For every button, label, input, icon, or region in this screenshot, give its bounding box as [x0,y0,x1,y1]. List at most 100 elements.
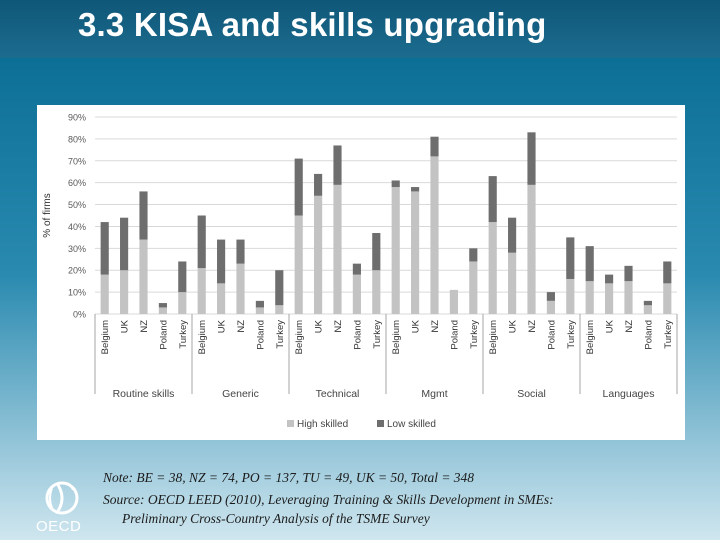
y-tick-label: 90% [68,113,86,123]
bar-high-skilled [546,300,555,314]
note-sample-sizes: Note: BE = 38, NZ = 74, PO = 137, TU = 4… [103,470,475,485]
y-tick-label: 60% [68,178,86,188]
bar-low-skilled [469,248,478,262]
bar-low-skilled [352,263,361,275]
bar-low-skilled [255,300,264,308]
x-tick-label: Belgium [100,320,111,354]
group-label: Mgmt [421,388,447,400]
legend-label: High skilled [297,419,348,430]
bar-low-skilled [158,303,167,308]
x-tick-label: Belgium [391,320,402,354]
bar-low-skilled [372,233,381,271]
bar-high-skilled [139,239,148,314]
x-tick-label: NZ [139,320,150,333]
bar-high-skilled [391,187,400,314]
bar-high-skilled [449,289,458,314]
bar-high-skilled [469,261,478,314]
bar-high-skilled [352,274,361,314]
y-tick-label: 0% [73,310,86,320]
bar-high-skilled [197,268,206,314]
x-tick-label: Belgium [585,320,596,354]
bar-low-skilled [527,132,536,185]
chart-panel: 0% 10% 20% 30% 40% 50% 60% 70% 80% 90% % of firms B… [37,105,685,440]
bar-high-skilled [120,270,129,314]
bar-high-skilled [430,156,439,314]
y-tick-label: 40% [68,222,86,232]
stacked-bar-chart: 0% 10% 20% 30% 40% 50% 60% 70% 80% 90% % of firms B… [42,113,678,430]
x-tick-label: UK [314,319,325,333]
bar-low-skilled [217,239,226,284]
bar-low-skilled [294,158,303,216]
bar-low-skilled [585,246,594,282]
oecd-logo-text: OECD [36,518,82,535]
x-tick-label: UK [411,319,422,333]
x-tick-label: Belgium [294,320,305,354]
bar-low-skilled [275,270,284,306]
x-tick-label: Turkey [566,320,577,349]
group-label: Routine skills [113,388,175,400]
bar-high-skilled [158,307,167,314]
bar-low-skilled [546,292,555,301]
bar-low-skilled [391,180,400,188]
x-tick-label: Poland [352,320,363,350]
bar-high-skilled [333,184,342,314]
y-tick-label: 30% [68,244,86,254]
bar-high-skilled [372,270,381,314]
bar-high-skilled [100,274,109,314]
note-source-continued: Preliminary Cross-Country Analysis of th… [122,511,430,526]
group-label: Social [517,388,546,400]
bar-low-skilled [430,136,439,157]
x-tick-label: NZ [624,320,635,333]
bar-low-skilled [314,173,323,196]
bar-high-skilled [527,184,536,314]
x-tick-label: NZ [236,320,247,333]
bar-low-skilled [508,217,517,253]
legend-label: Low skilled [387,419,436,430]
y-tick-label: 50% [68,200,86,210]
x-tick-label: Turkey [469,320,480,349]
x-tick-label: UK [217,319,228,333]
slide-title: 3.3 KISA and skills upgrading [78,6,547,43]
x-tick-label: Turkey [372,320,383,349]
bar-low-skilled [139,191,148,240]
x-tick-label: NZ [527,320,538,333]
bar-high-skilled [255,307,264,314]
x-tick-label: Poland [546,320,557,350]
x-tick-label: UK [508,319,519,333]
bar-low-skilled [411,187,420,192]
bar-low-skilled [236,239,245,264]
bar-high-skilled [217,283,226,314]
bar-high-skilled [294,215,303,314]
bar-low-skilled [197,215,206,269]
bar-low-skilled [566,237,575,279]
bar-high-skilled [566,278,575,314]
y-tick-label: 20% [68,266,86,276]
title-bar: 3.3 KISA and skills upgrading [0,0,720,58]
bar-high-skilled [585,281,594,314]
x-tick-label: Poland [643,320,654,350]
y-tick-label: 80% [68,134,86,144]
bar-high-skilled [643,305,652,314]
x-tick-label: Belgium [488,320,499,354]
x-tick-label: Poland [255,320,266,350]
group-label: Generic [222,388,259,400]
bar-low-skilled [605,274,614,284]
x-tick-label: NZ [430,320,441,333]
bar-high-skilled [236,263,245,314]
x-tick-label: Turkey [663,320,674,349]
bar-low-skilled [100,222,109,275]
bar-low-skilled [178,261,187,293]
x-tick-label: UK [120,319,131,333]
bar-high-skilled [178,292,187,314]
bar-high-skilled [275,305,284,314]
y-axis-label: % of firms [42,193,53,237]
bar-low-skilled [488,176,497,223]
bar-high-skilled [508,252,517,314]
legend-swatch [377,420,384,427]
x-tick-label: NZ [333,320,344,333]
bar-high-skilled [624,281,633,314]
x-tick-label: Turkey [178,320,189,349]
x-tick-label: Poland [449,320,460,350]
bar-low-skilled [624,265,633,282]
legend-swatch [287,420,294,427]
